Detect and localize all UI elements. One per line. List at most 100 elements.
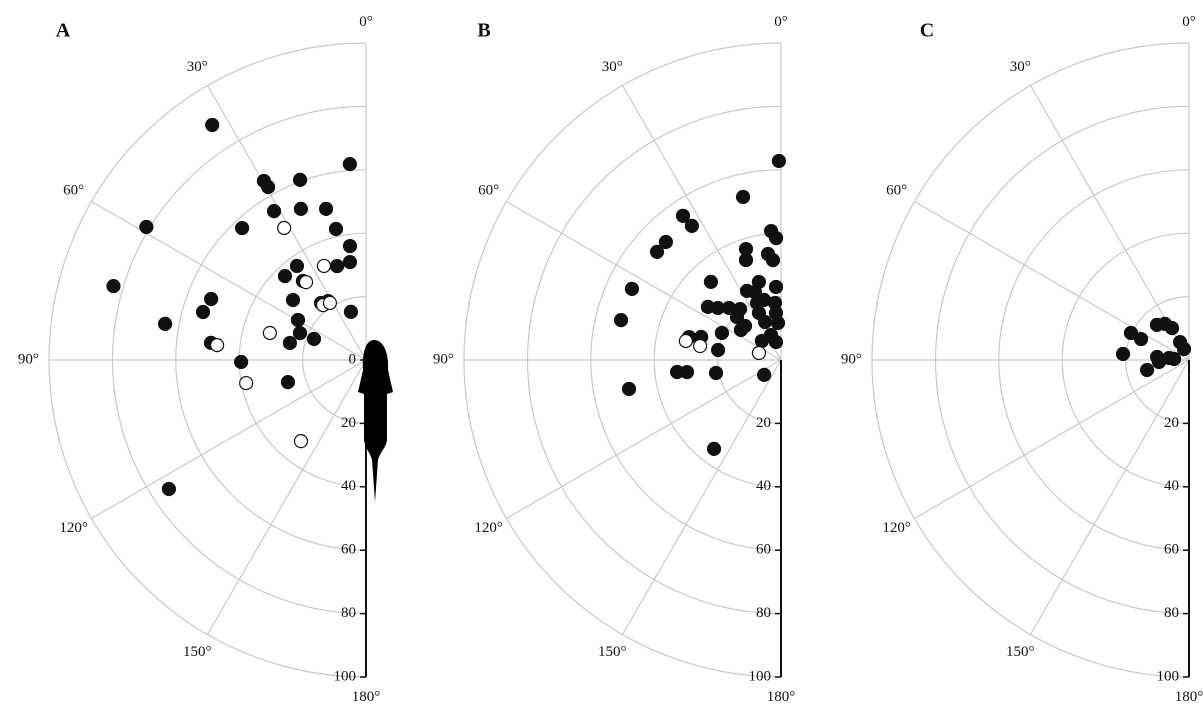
data-point — [738, 252, 754, 268]
grid-spoke — [91, 359, 367, 520]
data-point — [703, 274, 719, 290]
data-point — [765, 253, 781, 268]
theta-tick-label: 90° — [433, 351, 454, 367]
r-tick-label: 40 — [341, 478, 356, 494]
r-tick-label: 80 — [1164, 605, 1179, 621]
r-tick-label: 80 — [341, 605, 356, 621]
data-point — [292, 325, 308, 341]
grid-spoke — [914, 200, 1190, 361]
data-point — [624, 281, 640, 296]
data-point — [282, 335, 297, 351]
data-point — [239, 375, 254, 391]
polar-panel: B 0° 30° 60° 90° 120° 150° 180° 20 40 60 80 100 — [433, 14, 795, 705]
data-point — [343, 304, 359, 320]
data-point — [298, 275, 314, 290]
data-point — [306, 331, 322, 347]
theta-tick-label: 180° — [767, 689, 796, 705]
data-point — [751, 345, 767, 361]
theta-tick-label: 60° — [886, 183, 907, 199]
theta-tick-label: 0° — [774, 14, 788, 30]
data-point — [649, 244, 665, 259]
grid-spoke — [206, 359, 367, 635]
data-point — [710, 342, 726, 358]
theta-tick-label: 60° — [478, 183, 499, 199]
theta-tick-label: 150° — [598, 644, 627, 660]
theta-tick-label: 90° — [841, 351, 862, 367]
plots: A 0° 30° 60° 90° 120° 150° 180° 0 20 40 60 80 100 B 0° 3… — [18, 14, 1203, 705]
data-point — [318, 201, 334, 217]
data-point — [1115, 346, 1131, 362]
data-point — [322, 295, 338, 311]
theta-tick-label: 150° — [1006, 644, 1035, 660]
theta-tick-label: 150° — [183, 644, 212, 660]
data-point — [205, 117, 220, 133]
grid-spoke — [1029, 359, 1190, 635]
data-point — [342, 238, 358, 254]
panel-label: A — [56, 20, 71, 42]
theta-tick-label: 90° — [18, 351, 39, 367]
grid-spoke — [506, 359, 782, 520]
data-point — [204, 291, 219, 307]
data-point — [342, 254, 358, 270]
theta-tick-label: 180° — [1175, 689, 1203, 705]
data-point — [678, 333, 693, 349]
data-point — [161, 481, 177, 497]
r-tick-label: 60 — [756, 542, 771, 558]
panel-label: C — [920, 20, 934, 42]
data-point — [277, 220, 292, 236]
data-point — [234, 220, 250, 236]
r-tick-label: 100 — [1157, 668, 1180, 684]
data-point — [261, 179, 276, 195]
data-point — [293, 201, 309, 216]
r-tick-label: 0 — [349, 351, 357, 367]
data-point — [1139, 362, 1155, 378]
theta-tick-label: 60° — [63, 183, 84, 199]
polar-panel: A 0° 30° 60° 90° 120° 150° 180° 0 20 40 60 80 100 — [18, 14, 380, 705]
data-point — [330, 258, 345, 274]
data-point — [1167, 351, 1182, 367]
fish-silhouette — [358, 340, 393, 502]
data-point — [708, 365, 724, 381]
r-tick-label: 40 — [1164, 478, 1179, 494]
r-tick-label: 20 — [756, 415, 771, 431]
data-point — [234, 354, 249, 370]
theta-tick-label: 0° — [359, 14, 373, 30]
data-point — [289, 258, 305, 274]
data-point — [675, 208, 691, 223]
data-point — [768, 279, 784, 295]
data-point — [280, 374, 296, 390]
data-point — [262, 325, 277, 341]
theta-tick-label: 180° — [352, 689, 381, 705]
data-point — [1164, 320, 1180, 336]
data-point — [770, 315, 786, 331]
theta-tick-label: 30° — [602, 59, 623, 75]
r-tick-label: 100 — [749, 668, 772, 684]
data-point — [277, 268, 293, 284]
data-point — [290, 312, 306, 328]
theta-tick-label: 120° — [882, 520, 911, 536]
data-point — [106, 279, 121, 294]
data-point — [757, 367, 772, 382]
grid-spoke — [914, 359, 1190, 520]
data-point — [266, 204, 282, 219]
data-point — [1123, 325, 1139, 341]
data-point — [1151, 354, 1167, 370]
data-point — [768, 334, 784, 350]
data-point — [733, 322, 749, 338]
data-point — [769, 230, 784, 246]
r-tick-label: 20 — [1164, 415, 1179, 431]
r-tick-label: 100 — [334, 668, 357, 684]
data-point — [1133, 331, 1149, 347]
data-point — [139, 219, 154, 235]
data-point — [684, 218, 699, 233]
data-point — [195, 304, 211, 320]
data-point — [285, 292, 301, 308]
r-tick-label: 40 — [756, 478, 771, 494]
data-point — [692, 338, 708, 354]
data-point — [714, 325, 730, 341]
theta-tick-label: 0° — [1182, 14, 1196, 30]
data-point — [342, 157, 357, 172]
data-point — [621, 381, 637, 397]
